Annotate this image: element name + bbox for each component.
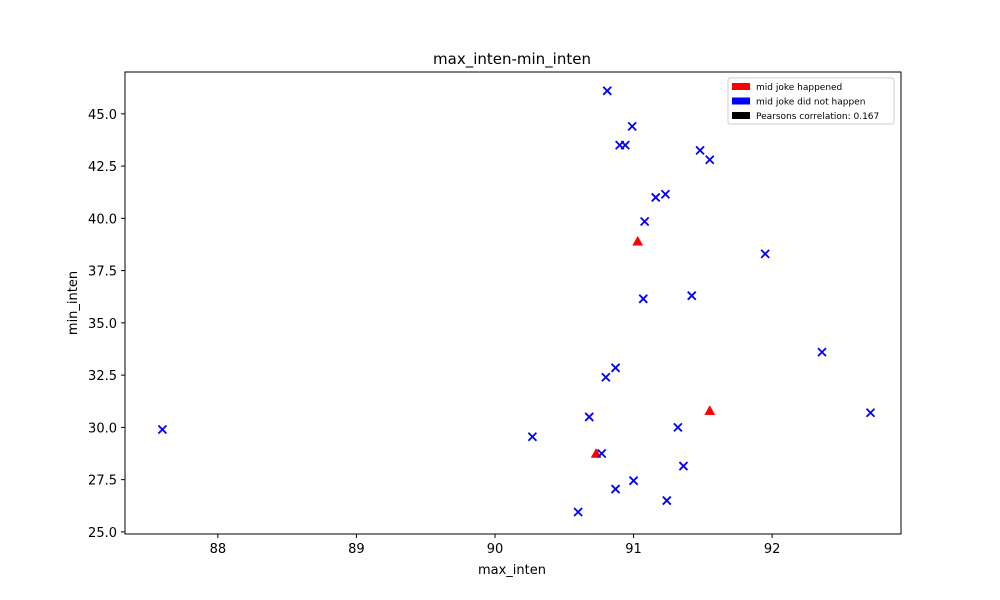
x-tick-label: 89 [348,542,365,557]
data-point-x [584,412,594,422]
y-axis-label: min_inten [66,271,81,335]
y-tick-label: 30.0 [88,421,117,436]
data-point-x [687,291,697,301]
data-point-x [627,121,637,131]
x-tick-label: 88 [210,542,227,557]
legend-swatch [732,83,750,90]
data-point-x [573,507,583,517]
points-layer [157,86,876,517]
x-tick-label: 90 [487,542,504,557]
data-point-x [601,372,611,382]
y-tick-label: 42.5 [88,160,117,175]
legend-label: mid joke did not happen [756,98,865,108]
data-point-x [678,461,689,471]
legend-label: Pearsons correlation: 0.167 [756,112,879,122]
y-tick-label: 37.5 [88,265,117,280]
chart-title: max_inten-min_inten [433,50,591,69]
y-tick-label: 35.0 [88,317,117,332]
y-tick-label: 25.0 [88,526,117,541]
y-axis: 25.0 27.5 30.0 32.5 35.0 37.5 40.0 42.5 45.0 [88,108,125,541]
x-axis: 88 89 90 91 92 [210,534,781,557]
legend-swatch [732,112,750,119]
data-point-triangle [704,405,716,415]
data-point-x [527,432,538,442]
data-point-x [640,216,650,227]
y-tick-label: 45.0 [88,108,117,123]
x-tick-label: 91 [625,542,642,557]
data-point-x [157,424,168,435]
plot-area [124,71,902,535]
legend-swatch [732,97,750,105]
data-point-x [610,363,621,373]
data-point-x [651,192,661,203]
data-point-x [660,189,671,199]
y-tick-label: 32.5 [88,369,117,384]
data-point-x [602,86,612,96]
data-point-x [638,294,648,304]
x-tick-label: 92 [764,542,781,557]
data-point-x [817,347,827,357]
data-point-x [760,249,770,259]
data-point-x [628,476,639,486]
data-point-x [620,140,630,150]
y-tick-label: 27.5 [88,474,117,489]
legend: mid joke happened mid joke did not happen… [727,77,895,125]
data-point-x [865,408,876,418]
x-axis-label: max_inten [478,563,546,578]
legend-label: mid joke happened [756,83,842,93]
data-point-x [673,422,683,433]
data-point-x [662,495,672,506]
data-point-triangle [632,235,644,246]
legend-box [727,77,895,125]
data-point-x [597,448,607,459]
data-point-x [610,484,621,494]
data-point-x [705,155,715,165]
data-point-triangle [590,448,602,458]
data-point-x [695,145,705,156]
y-tick-label: 40.0 [88,212,117,227]
